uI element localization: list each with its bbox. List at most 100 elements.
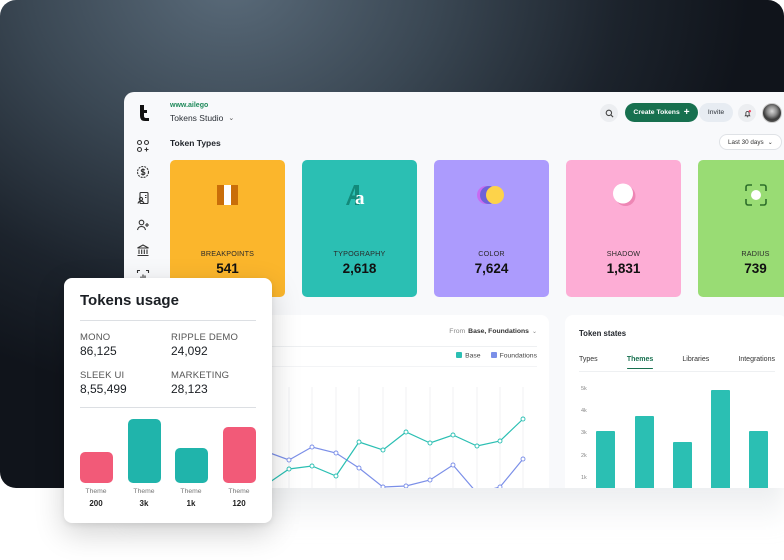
tab-libraries[interactable]: Libraries (682, 356, 710, 363)
legend-item-base[interactable]: Base (456, 352, 481, 360)
create-tokens-label: Create Tokens (633, 109, 680, 116)
stat-label: RIPPLE DEMO (171, 332, 239, 343)
workspace-name: Tokens Studio (170, 113, 224, 123)
bar-label: Theme (228, 488, 250, 495)
trend-panel: From Base, Foundations ⌄ Base Foundation… (255, 315, 549, 488)
state-bar[interactable] (596, 431, 615, 488)
usage-bar-caption: Theme 3k (120, 488, 168, 508)
source-filter-value: Base, Foundations (468, 328, 529, 335)
tab-themes[interactable]: Themes (626, 356, 654, 369)
token-card-radius[interactable]: RADIUS 739 (698, 160, 784, 297)
bar-value: 120 (232, 499, 246, 508)
bar-label: Theme (85, 488, 107, 495)
usage-bar-caption: Theme 1k (167, 488, 215, 508)
divider (80, 320, 256, 321)
add-user-icon[interactable] (136, 218, 150, 232)
source-filter-select[interactable]: From Base, Foundations ⌄ (449, 328, 537, 335)
chevron-down-icon: ⌄ (531, 329, 537, 335)
bar-label: Theme (133, 488, 155, 495)
tokens-usage-card: Tokens usage MONO 86,125 RIPPLE DEMO 24,… (64, 278, 272, 523)
state-bar[interactable] (635, 416, 654, 488)
usage-bar[interactable] (128, 419, 161, 483)
tab-integrations[interactable]: Integrations (738, 356, 775, 363)
radius-icon (698, 182, 784, 208)
source-filter-label: From (449, 328, 466, 335)
usage-stat-marketing: MARKETING 28,123 (171, 370, 229, 396)
tokens-usage-title: Tokens usage (80, 292, 179, 309)
chart-legend: Base Foundations (456, 352, 537, 360)
card-value: 739 (744, 261, 767, 276)
stat-value: 86,125 (80, 344, 117, 358)
y-tick: 1k (581, 475, 587, 481)
card-value: 7,624 (474, 261, 509, 276)
breakpoints-icon (170, 182, 285, 208)
create-tokens-button[interactable]: Create Tokens + (625, 103, 698, 122)
contact-card-icon[interactable] (136, 191, 150, 205)
card-value: 2,618 (342, 261, 377, 276)
y-tick: 5k (581, 386, 587, 392)
usage-bar[interactable] (80, 452, 113, 483)
color-icon (434, 182, 549, 208)
usage-bar[interactable] (223, 427, 256, 483)
notifications-button[interactable] (738, 104, 756, 122)
card-value: 1,831 (606, 261, 641, 276)
legend-item-foundations[interactable]: Foundations (490, 352, 537, 360)
state-bar[interactable] (673, 442, 692, 488)
chevron-down-icon: ⌄ (767, 139, 773, 146)
user-avatar[interactable] (762, 103, 782, 123)
stat-value: 28,123 (171, 382, 208, 396)
bell-icon (743, 109, 751, 117)
chevron-down-icon: ⌄ (228, 115, 235, 122)
shadow-icon (566, 182, 681, 208)
token-states-panel: Token states Types Themes Libraries Inte… (565, 315, 784, 488)
search-icon (605, 109, 613, 117)
invite-button[interactable]: Invite (699, 103, 733, 122)
token-card-shadow[interactable]: SHADOW 1,831 (566, 160, 681, 297)
legend-label: Foundations (499, 352, 537, 360)
y-tick: 2k (581, 453, 587, 459)
series-base-points (286, 416, 526, 479)
search-button[interactable] (600, 104, 618, 122)
usage-bar[interactable] (175, 448, 208, 483)
usage-stat-mono: MONO 86,125 (80, 332, 117, 358)
tabs-divider (579, 371, 775, 372)
usage-stat-sleek-ui: SLEEK UI 8,55,499 (80, 370, 127, 396)
workspace-switcher[interactable]: Tokens Studio ⌄ (170, 113, 234, 123)
divider (80, 407, 256, 408)
token-states-title: Token states (579, 329, 627, 338)
usage-stat-ripple-demo: RIPPLE DEMO 24,092 (171, 332, 238, 358)
bar-value: 1k (186, 499, 196, 508)
divider (255, 346, 537, 347)
legend-swatch (490, 352, 497, 358)
state-bar[interactable] (711, 390, 730, 488)
bar-label: Theme (180, 488, 202, 495)
token-card-breakpoints[interactable]: BREAKPOINTS 541 (170, 160, 285, 297)
components-icon[interactable] (136, 139, 150, 153)
divider (255, 366, 537, 367)
legend-swatch (456, 352, 463, 358)
state-bar[interactable] (749, 431, 768, 488)
token-states-tabs: Types Themes Libraries Integrations (579, 356, 775, 369)
svg-text:a: a (355, 188, 365, 207)
dollar-circle-icon[interactable] (136, 165, 150, 179)
card-label: BREAKPOINTS (200, 249, 255, 258)
stat-label: MONO (80, 332, 111, 343)
date-range-select[interactable]: Last 30 days ⌄ (719, 134, 782, 150)
stat-value: 8,55,499 (80, 382, 127, 396)
app-logo-icon[interactable] (136, 104, 152, 122)
date-range-value: Last 30 days (728, 138, 764, 146)
card-label: COLOR (478, 249, 505, 258)
tab-types[interactable]: Types (579, 356, 598, 363)
bank-icon[interactable] (136, 243, 150, 257)
bar-value: 200 (89, 499, 103, 508)
usage-bar-caption: Theme 200 (72, 488, 120, 508)
series-base-line (269, 418, 524, 483)
bar-value: 3k (139, 499, 149, 508)
brand-url: www.ailego (170, 102, 209, 109)
token-card-typography[interactable]: a TYPOGRAPHY 2,618 (302, 160, 417, 297)
card-label: RADIUS (741, 249, 770, 258)
y-tick: 4k (581, 408, 587, 414)
token-card-color[interactable]: COLOR 7,624 (434, 160, 549, 297)
typography-icon: a (302, 182, 417, 208)
legend-label: Base (465, 352, 481, 360)
